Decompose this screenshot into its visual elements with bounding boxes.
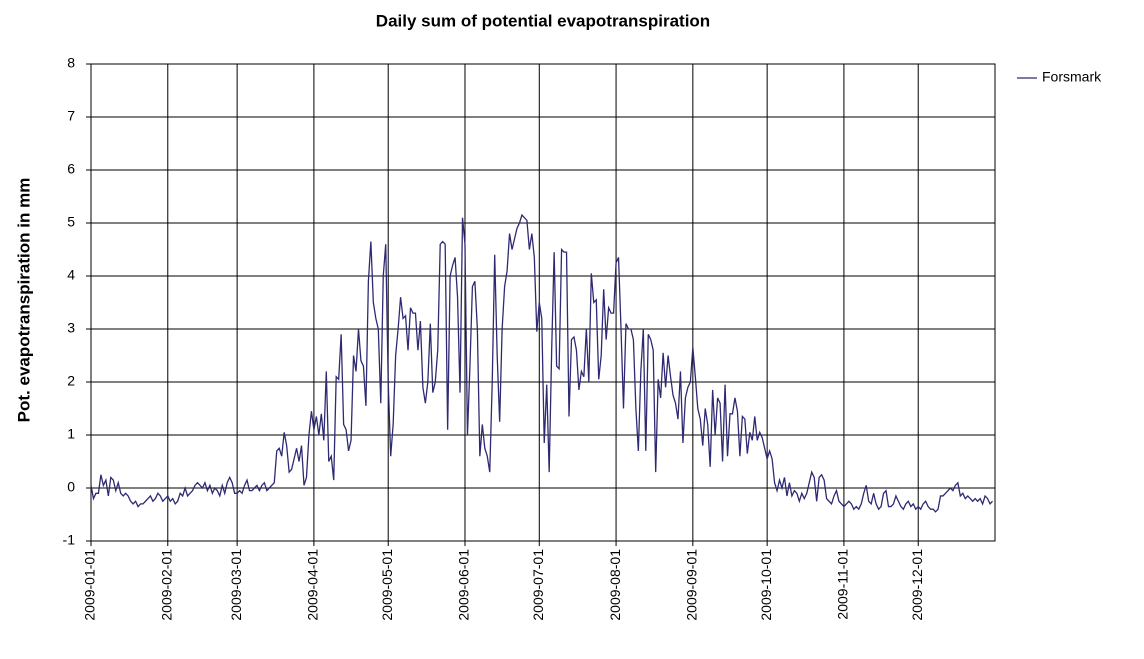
y-tick-label: 0	[67, 479, 75, 495]
y-tick-label: 6	[67, 161, 75, 177]
x-tick-label: 2009-07-01	[530, 549, 546, 621]
x-tick-label: 2009-08-01	[607, 549, 623, 621]
x-tick-label: 2009-03-01	[228, 549, 244, 621]
series-line	[90, 213, 993, 513]
y-tick-label: 2	[67, 373, 75, 389]
x-tick-label: 2009-10-01	[758, 549, 774, 621]
chart-title: Daily sum of potential evapotranspiratio…	[376, 11, 710, 30]
plot-area	[90, 63, 996, 542]
x-tick-label: 2009-09-01	[684, 549, 700, 621]
y-tick-label: 7	[67, 108, 75, 124]
y-tick-label: 8	[67, 55, 75, 71]
y-tick-label: -1	[63, 532, 76, 548]
y-tick-label: 4	[67, 267, 75, 283]
y-axis-label: Pot. evapotranspiration in mm	[14, 178, 33, 423]
legend-label: Forsmark	[1042, 69, 1102, 85]
x-tick-label: 2009-06-01	[456, 549, 472, 621]
x-tick-label: 2009-05-01	[379, 549, 395, 621]
x-tick-label: 2009-02-01	[158, 549, 174, 621]
y-tick-label: 3	[67, 320, 75, 336]
x-tick-label: 2009-12-01	[909, 549, 925, 621]
x-tick-label: 2009-04-01	[305, 549, 321, 621]
y-tick-label: 5	[67, 214, 75, 230]
y-tick-label: 1	[67, 426, 75, 442]
x-tick-label: 2009-01-01	[82, 549, 98, 621]
x-tick-label: 2009-11-01	[835, 549, 851, 620]
